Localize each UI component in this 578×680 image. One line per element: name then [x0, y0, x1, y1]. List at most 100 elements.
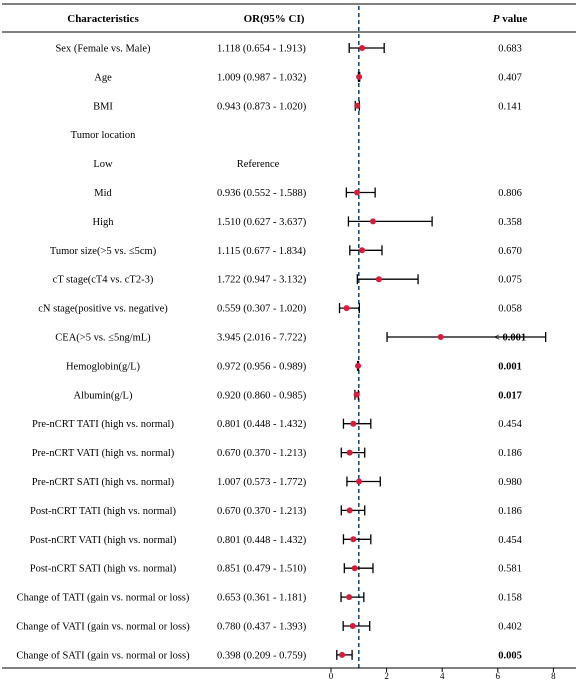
- row-or-ci: 3.945 (2.016 - 7.722): [217, 333, 307, 344]
- row-label: BMI: [93, 101, 113, 112]
- row-or-ci: 0.653 (0.361 - 1.181): [217, 593, 307, 604]
- x-tick-label: 8: [551, 671, 556, 680]
- forest-mark: [346, 476, 381, 487]
- forest-mark: [338, 303, 361, 314]
- table-row: Mid 0.936 (0.552 - 1.588) 0.806: [94, 188, 522, 199]
- row-p-value: 0.075: [498, 275, 522, 286]
- table-row: Albumin(g/L) 0.920 (0.860 - 0.985) 0.017: [74, 390, 522, 401]
- row-label: Age: [94, 72, 112, 83]
- row-p-value: 0.407: [498, 72, 522, 83]
- table-row: Change of VATI (gain vs. normal or loss)…: [16, 622, 522, 633]
- table-row: Tumor size(>5 vs. ≤5cm) 1.115 (0.677 - 1.…: [50, 246, 522, 257]
- row-label: cN stage(positive vs. negative): [38, 304, 168, 315]
- table-row: Age 1.009 (0.987 - 1.032) 0.407: [94, 72, 522, 83]
- table-row: cN stage(positive vs. negative) 0.559 (0.…: [38, 304, 522, 315]
- row-p-value: 0.005: [498, 650, 522, 661]
- row-p-value: 0.186: [498, 506, 522, 517]
- row-label: Pre-nCRT TATI (high vs. normal): [32, 419, 174, 430]
- or-point: [375, 276, 382, 283]
- table-row: BMI 0.943 (0.873 - 1.020) 0.141: [93, 101, 522, 112]
- row-label: Low: [93, 159, 113, 170]
- or-point: [359, 45, 366, 51]
- row-p-value: 0.001: [498, 361, 522, 372]
- row-label: Tumor location: [71, 130, 136, 141]
- forest-mark: [386, 332, 547, 342]
- row-or-ci: 0.670 (0.370 - 1.213): [217, 506, 307, 517]
- row-label: Pre-nCRT SATI (high vs. normal): [32, 477, 175, 488]
- table-row: Post-nCRT TATI (high vs. normal) 0.670 (0…: [30, 506, 522, 517]
- or-point: [343, 305, 350, 312]
- row-label: Sex (Female vs. Male): [55, 44, 151, 55]
- row-or-ci: 0.943 (0.873 - 1.020): [217, 101, 307, 112]
- plot-marks: [336, 43, 547, 660]
- or-point: [354, 189, 361, 196]
- table-row: Pre-nCRT TATI (high vs. normal) 0.801 (0.…: [32, 419, 523, 430]
- row-p-value: 0.158: [498, 593, 522, 604]
- row-or-ci: 1.007 (0.573 - 1.772): [217, 477, 307, 488]
- row-or-ci: 1.118 (0.654 - 1.913): [217, 44, 306, 55]
- row-or-ci: 0.851 (0.479 - 1.510): [217, 564, 307, 575]
- or-point: [350, 536, 357, 543]
- forest-mark: [348, 43, 385, 53]
- forest-mark: [345, 187, 376, 198]
- forest-mark: [340, 505, 366, 516]
- forest-mark: [343, 563, 374, 574]
- row-p-value: 0.683: [498, 44, 522, 55]
- row-label: Change of SATI (gain vs. normal or loss): [16, 650, 190, 661]
- or-point: [355, 362, 362, 369]
- row-p-value: 0.980: [498, 477, 522, 488]
- or-point: [346, 594, 353, 601]
- or-point: [437, 334, 444, 340]
- row-or-ci: 1.510 (0.627 - 3.637): [217, 217, 307, 228]
- table-row: cT stage(cT4 vs. cT2-3) 1.722 (0.947 - 3.…: [53, 275, 522, 286]
- row-p-value: 0.058: [498, 304, 522, 315]
- or-point: [354, 102, 361, 109]
- row-or-ci: 0.801 (0.448 - 1.432): [217, 419, 307, 430]
- or-point: [350, 420, 357, 427]
- row-label: Mid: [94, 188, 112, 199]
- table-row: Sex (Female vs. Male) 1.118 (0.654 - 1.91…: [55, 44, 521, 55]
- row-label: Change of TATI (gain vs. normal or loss): [17, 593, 190, 604]
- x-tick-label: 6: [496, 671, 501, 680]
- row-or-ci: 0.920 (0.860 - 0.985): [217, 390, 307, 401]
- x-axis: 0 2 4 6 8: [329, 667, 556, 680]
- forest-mark: [349, 245, 383, 256]
- row-label: Post-nCRT SATI (high vs. normal): [30, 564, 177, 575]
- table-row: Change of TATI (gain vs. normal or loss)…: [17, 593, 522, 604]
- forest-mark: [342, 418, 372, 429]
- row-p-value: 0.141: [498, 101, 522, 112]
- or-point: [358, 247, 365, 254]
- table-row: CEA(>5 vs. ≤5ng/mL) 3.945 (2.016 - 7.722)…: [55, 333, 526, 344]
- row-p-value: 0.454: [498, 535, 522, 546]
- row-or-ci: 1.722 (0.947 - 3.132): [217, 275, 307, 286]
- row-label: Post-nCRT TATI (high vs. normal): [30, 506, 177, 517]
- row-or-ci: 0.801 (0.448 - 1.432): [217, 535, 307, 546]
- row-label: Tumor size(>5 vs. ≤5cm): [50, 246, 157, 257]
- header-or-ci: OR(95% CI): [244, 13, 305, 25]
- row-p-value: 0.581: [498, 564, 522, 575]
- forest-mark: [354, 100, 361, 111]
- row-or-ci: 0.559 (0.307 - 1.020): [217, 304, 307, 315]
- forest-mark: [356, 274, 419, 285]
- row-or-ci: 0.936 (0.552 - 1.588): [217, 188, 307, 199]
- row-label: CEA(>5 vs. ≤5ng/mL): [55, 333, 151, 344]
- row-or-ci: 1.009 (0.987 - 1.032): [217, 72, 307, 83]
- row-label: cT stage(cT4 vs. cT2-3): [53, 275, 154, 286]
- forest-mark: [355, 360, 362, 371]
- row-p-value: 0.017: [498, 390, 522, 401]
- or-point: [356, 73, 363, 80]
- header-p-value: P value: [493, 13, 528, 25]
- table-row: Pre-nCRT VATI (high vs. normal) 0.670 (0.…: [32, 448, 522, 459]
- row-or-ci: 1.115 (0.677 - 1.834): [217, 246, 306, 257]
- row-or-ci: 0.398 (0.209 - 0.759): [217, 650, 307, 661]
- table-row: Change of SATI (gain vs. normal or loss)…: [16, 650, 521, 661]
- or-point: [351, 565, 358, 572]
- x-tick-label: 4: [440, 671, 445, 680]
- or-point: [339, 651, 346, 658]
- row-p-value: 0.454: [498, 419, 522, 430]
- row-label: Albumin(g/L): [74, 390, 133, 401]
- forest-mark: [340, 592, 365, 603]
- or-point: [369, 218, 376, 225]
- or-point: [346, 507, 353, 514]
